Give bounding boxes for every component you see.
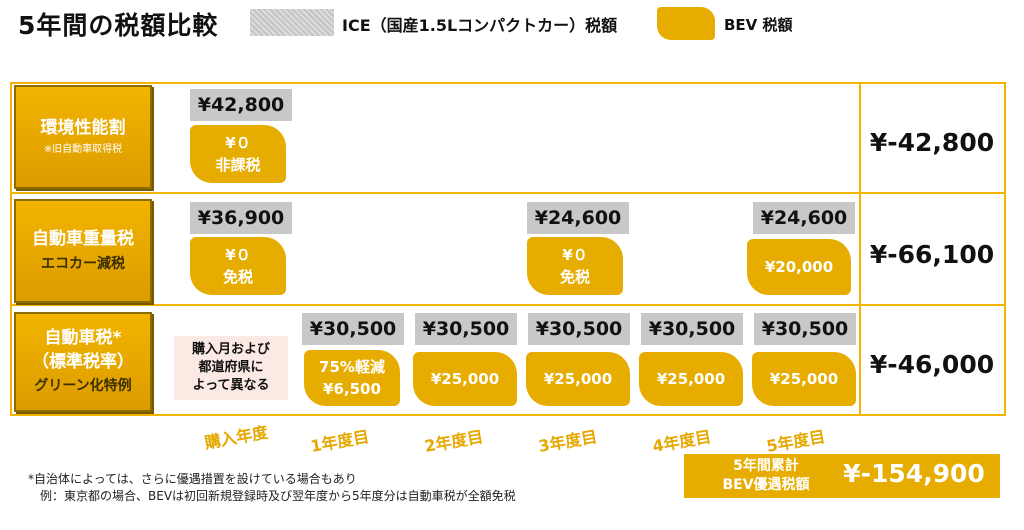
legend-bev-label: BEV 税額 bbox=[724, 16, 793, 34]
footnote: *自治体によっては、さらに優遇措置を設けている場合もあり bbox=[28, 472, 357, 486]
row-label-main: 環境性能割 bbox=[40, 118, 126, 138]
row-label-sub: エコカー減税 bbox=[41, 256, 125, 272]
summary-label-line: BEV優遇税額 bbox=[722, 477, 810, 493]
note-line: 購入月および bbox=[191, 342, 270, 357]
row-label-main: 自動車重量税 bbox=[32, 229, 134, 249]
bev-amount: ¥25,000 bbox=[526, 352, 630, 406]
row-frame-acquisition bbox=[10, 82, 1006, 194]
year-label: 2年度目 bbox=[423, 426, 485, 456]
total-column-divider bbox=[859, 82, 861, 416]
ice-amount: ¥30,500 bbox=[302, 313, 404, 345]
row-frame-weight bbox=[10, 194, 1006, 306]
summary-label-line: 5年間累計 bbox=[733, 458, 799, 474]
bev-value: ¥25,000 bbox=[430, 370, 500, 388]
row-label-acquisition-tax: 環境性能割 ※旧自動車取得税 bbox=[14, 85, 152, 189]
ice-amount: ¥30,500 bbox=[415, 313, 517, 345]
bev-amount: ¥０ 免税 bbox=[190, 237, 286, 295]
bev-value: ¥25,000 bbox=[543, 370, 613, 388]
ice-amount: ¥30,500 bbox=[528, 313, 630, 345]
legend-ice-label: ICE（国産1.5Lコンパクトカー）税額 bbox=[342, 16, 618, 35]
ice-amount: ¥42,800 bbox=[190, 89, 292, 121]
bev-amount: ¥０ 免税 bbox=[527, 237, 623, 295]
bev-value: 75%軽減 bbox=[319, 358, 385, 376]
year-label: 4年度目 bbox=[651, 426, 713, 456]
bev-amount: 75%軽減 ¥6,500 bbox=[304, 350, 400, 406]
row-total: ¥-66,100 bbox=[869, 240, 995, 269]
bev-value: ¥０ bbox=[225, 134, 251, 152]
ice-amount: ¥30,500 bbox=[754, 313, 856, 345]
row-frame-vehicle bbox=[10, 306, 1006, 416]
row-total: ¥-42,800 bbox=[869, 128, 995, 157]
bev-value: ¥25,000 bbox=[769, 370, 839, 388]
bev-note: 非課税 bbox=[215, 156, 261, 174]
year-label: 1年度目 bbox=[309, 426, 371, 456]
summary-value: ¥-154,900 bbox=[843, 459, 985, 488]
footnote-example: 例：東京都の場合、BEVは初回新規登録時及び翌年度から5年度分は自動車税が全額免… bbox=[28, 489, 516, 503]
ice-amount: ¥36,900 bbox=[190, 202, 292, 234]
bev-value: ¥０ bbox=[225, 246, 251, 264]
row-label-main-2: （標準税率） bbox=[32, 352, 134, 372]
row-label-sub: ※旧自動車取得税 bbox=[43, 144, 123, 155]
row-label-weight-tax: 自動車重量税 エコカー減税 bbox=[14, 199, 152, 303]
row-label-main: 自動車税* bbox=[44, 328, 122, 348]
bev-note: 免税 bbox=[559, 268, 590, 286]
bev-note: ¥6,500 bbox=[323, 380, 381, 398]
bev-amount: ¥25,000 bbox=[639, 352, 743, 406]
summary-box: 5年間累計 BEV優遇税額 ¥-154,900 bbox=[684, 454, 1000, 498]
bev-note: 免税 bbox=[222, 268, 253, 286]
summary-label: 5年間累計 BEV優遇税額 bbox=[708, 457, 824, 495]
note-line: 都道府県に bbox=[198, 360, 264, 375]
bev-amount: ¥20,000 bbox=[747, 239, 851, 295]
bev-value: ¥０ bbox=[562, 246, 588, 264]
year-label: 3年度目 bbox=[537, 426, 599, 456]
note-line: よって異なる bbox=[192, 378, 270, 393]
bev-amount: ¥０ 非課税 bbox=[190, 125, 286, 183]
row-total: ¥-46,000 bbox=[869, 350, 995, 379]
legend-ice-swatch bbox=[250, 9, 334, 36]
ice-amount: ¥24,600 bbox=[753, 202, 855, 234]
bev-value: ¥20,000 bbox=[764, 258, 834, 276]
page-title: 5年間の税額比較 bbox=[18, 11, 219, 40]
legend-bev-swatch bbox=[657, 7, 715, 40]
purchase-year-note: 購入月および 都道府県に よって異なる bbox=[174, 336, 288, 400]
bev-amount: ¥25,000 bbox=[752, 352, 856, 406]
ice-amount: ¥30,500 bbox=[641, 313, 743, 345]
row-label-sub: グリーン化特例 bbox=[34, 378, 132, 394]
year-label: 5年度目 bbox=[765, 426, 827, 456]
row-label-vehicle-tax: 自動車税* （標準税率） グリーン化特例 bbox=[14, 312, 152, 412]
bev-amount: ¥25,000 bbox=[413, 352, 517, 406]
ice-amount: ¥24,600 bbox=[527, 202, 629, 234]
bev-value: ¥25,000 bbox=[656, 370, 726, 388]
year-label: 購入年度 bbox=[203, 422, 270, 453]
